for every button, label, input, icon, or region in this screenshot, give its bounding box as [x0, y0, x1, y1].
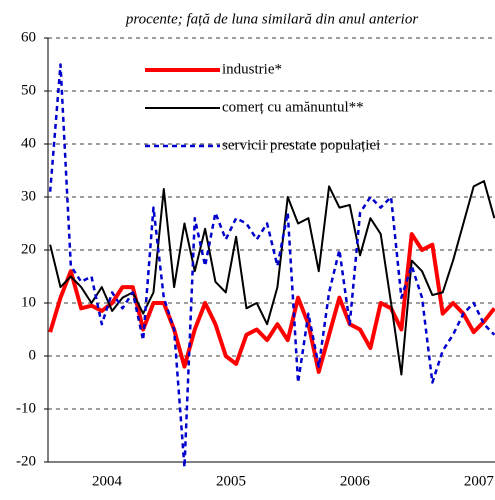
y-tick-label: 0 [29, 347, 37, 363]
series-line [48, 63, 495, 469]
y-tick-label: 30 [21, 188, 36, 204]
y-tick-label: 40 [21, 135, 36, 151]
chart-title: procente; față de luna similară din anul… [125, 11, 419, 27]
series-line [49, 180, 495, 376]
x-tick-label: 2007 [464, 473, 495, 489]
y-tick-label: 10 [21, 294, 36, 310]
legend-label: servicii prestate populației [222, 137, 380, 153]
y-tick-label: 20 [21, 241, 36, 257]
legend-label: comerț cu amănuntul** [222, 99, 364, 115]
y-tick-label: 50 [21, 82, 36, 98]
y-tick-label: -10 [16, 400, 36, 416]
legend-label: industrie* [222, 61, 282, 77]
y-tick-label: 60 [21, 29, 36, 45]
series-line [48, 232, 495, 374]
x-tick-label: 2005 [216, 473, 246, 489]
x-tick-label: 2006 [340, 473, 371, 489]
x-tick-label: 2004 [92, 473, 123, 489]
y-tick-label: -20 [16, 453, 36, 469]
